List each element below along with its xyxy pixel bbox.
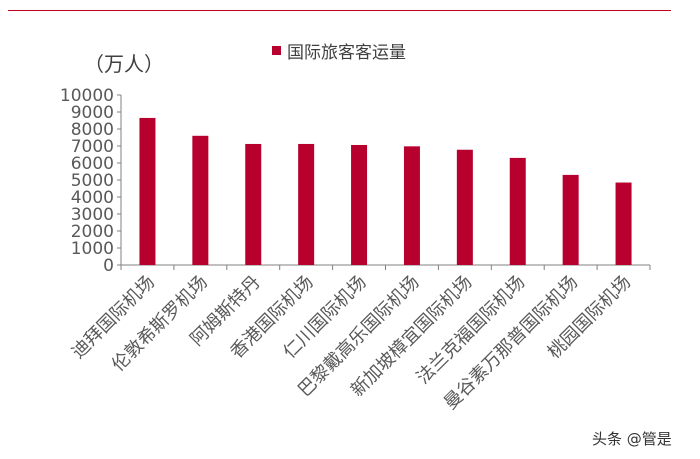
y-tick-label: 3000	[71, 205, 114, 225]
bar	[245, 143, 262, 265]
y-tick-label: 10000	[60, 86, 114, 106]
y-tick-label: 7000	[71, 137, 114, 157]
y-tick-label: 5000	[71, 171, 114, 191]
y-tick-label: 9000	[71, 103, 114, 123]
y-tick-label: 8000	[71, 120, 114, 140]
bar	[509, 157, 526, 265]
watermark: 头条 @管是	[592, 430, 672, 448]
y-unit-label: （万人）	[84, 52, 164, 76]
bar	[351, 144, 368, 265]
y-tick-label: 1000	[71, 239, 114, 259]
bar	[192, 135, 209, 265]
x-tick-label: 伦敦希斯罗机场	[108, 272, 212, 376]
legend: 国际旅客客运量	[272, 38, 406, 63]
top-rule	[8, 10, 671, 11]
bar	[456, 149, 473, 265]
bar	[615, 182, 632, 265]
y-tick-label: 4000	[71, 188, 114, 208]
bar	[562, 174, 579, 265]
legend-label: 国际旅客客运量	[287, 43, 406, 63]
bar	[139, 117, 156, 265]
y-tick-label: 2000	[71, 222, 114, 242]
y-tick-label: 0	[103, 256, 114, 276]
bar	[298, 143, 315, 265]
bar	[403, 146, 420, 265]
y-tick-label: 6000	[71, 154, 114, 174]
legend-swatch	[272, 46, 281, 55]
